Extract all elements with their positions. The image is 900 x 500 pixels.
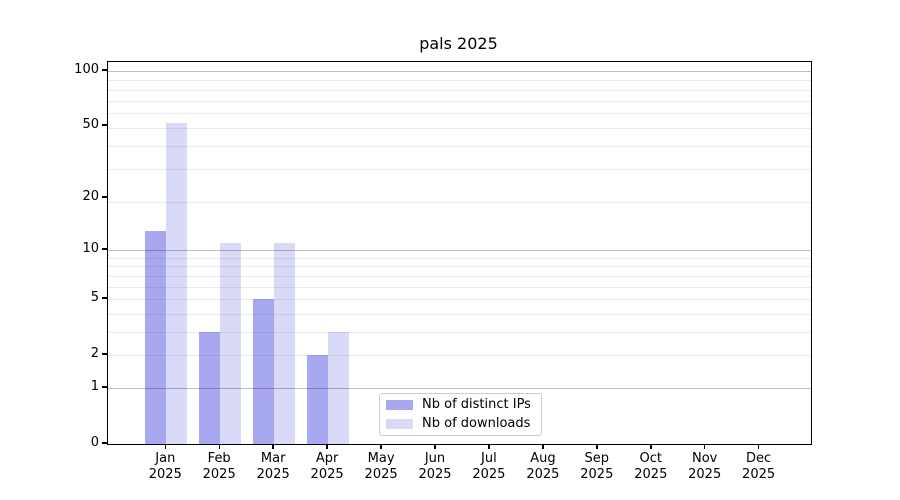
x-tick-mark bbox=[164, 444, 167, 449]
x-tick-mark bbox=[326, 444, 328, 449]
x-tick-mark bbox=[434, 444, 436, 449]
x-tick-label-nov: Nov 2025 bbox=[688, 451, 722, 482]
bar-downloads-feb bbox=[220, 243, 242, 444]
x-tick-mark bbox=[488, 444, 490, 449]
x-tick-label-jul: Jul 2025 bbox=[472, 451, 506, 482]
legend-swatch-distinct-ips bbox=[386, 400, 413, 410]
x-tick-label-jan: Jan 2025 bbox=[148, 451, 182, 482]
y-tick-label: 100 bbox=[74, 61, 99, 77]
x-tick-label-jun: Jun 2025 bbox=[418, 451, 452, 482]
minor-gridline bbox=[108, 331, 811, 333]
y-tick-mark bbox=[102, 353, 107, 355]
x-tick-mark bbox=[380, 444, 382, 449]
bar-downloads-apr bbox=[328, 331, 350, 444]
x-tick-label-mar: Mar 2025 bbox=[256, 451, 290, 482]
x-tick-label-aug: Aug 2025 bbox=[526, 451, 560, 482]
x-tick-label-sep: Sep 2025 bbox=[580, 451, 614, 482]
y-tick-label: 5 bbox=[90, 290, 99, 306]
minor-gridline bbox=[108, 169, 811, 170]
bar-distinct-ips-apr bbox=[307, 355, 329, 444]
y-tick-label: 0 bbox=[90, 435, 99, 450]
x-tick-label-feb: Feb 2025 bbox=[202, 451, 236, 482]
legend-item-distinct-ips: Nb of distinct IPs bbox=[386, 397, 541, 413]
minor-gridline bbox=[108, 257, 811, 259]
y-tick-mark bbox=[102, 196, 107, 198]
x-tick-label-may: May 2025 bbox=[364, 451, 398, 482]
minor-gridline bbox=[108, 299, 811, 301]
minor-gridline bbox=[108, 275, 811, 277]
major-gridline bbox=[108, 250, 811, 252]
legend-label-downloads: Nb of downloads bbox=[422, 416, 531, 431]
y-tick-mark bbox=[102, 248, 107, 250]
y-tick-label: 50 bbox=[82, 117, 99, 133]
bar-distinct-ips-mar bbox=[253, 299, 275, 444]
x-tick-mark bbox=[542, 444, 544, 449]
bar-downloads-mar bbox=[274, 243, 296, 444]
minor-gridline bbox=[108, 313, 811, 315]
x-tick-mark bbox=[703, 444, 706, 449]
x-tick-mark bbox=[757, 444, 760, 449]
major-gridline bbox=[108, 70, 811, 73]
x-tick-label-apr: Apr 2025 bbox=[310, 451, 344, 482]
x-tick-label-oct: Oct 2025 bbox=[634, 451, 668, 482]
legend-swatch-downloads bbox=[386, 419, 413, 429]
minor-gridline bbox=[108, 113, 811, 114]
bar-distinct-ips-feb bbox=[199, 331, 221, 444]
bar-distinct-ips-jan bbox=[145, 230, 167, 444]
minor-gridline bbox=[108, 100, 811, 102]
y-tick-label: 20 bbox=[82, 188, 99, 204]
y-tick-mark bbox=[102, 442, 107, 444]
x-tick-label-dec: Dec 2025 bbox=[742, 451, 776, 482]
chart-title: pals 2025 bbox=[419, 34, 498, 53]
y-tick-mark bbox=[102, 69, 107, 71]
major-gridline bbox=[108, 388, 811, 390]
legend-item-downloads: Nb of downloads bbox=[386, 416, 541, 432]
y-tick-mark bbox=[102, 297, 107, 299]
y-tick-label: 10 bbox=[82, 241, 99, 257]
minor-gridline bbox=[108, 266, 811, 268]
minor-gridline bbox=[108, 145, 811, 147]
x-tick-mark bbox=[650, 444, 652, 449]
minor-gridline bbox=[108, 80, 811, 82]
y-tick-mark bbox=[102, 386, 107, 388]
y-tick-mark bbox=[102, 124, 107, 126]
minor-gridline bbox=[108, 127, 811, 129]
y-tick-label: 1 bbox=[90, 379, 99, 394]
minor-gridline bbox=[108, 355, 811, 357]
minor-gridline bbox=[108, 201, 811, 203]
y-tick-label: 2 bbox=[90, 346, 99, 362]
bar-downloads-jan bbox=[166, 123, 188, 444]
legend-label-distinct-ips: Nb of distinct IPs bbox=[422, 397, 531, 412]
x-tick-mark bbox=[596, 444, 598, 449]
minor-gridline bbox=[108, 286, 811, 288]
minor-gridline bbox=[108, 89, 811, 91]
x-tick-mark bbox=[218, 444, 220, 449]
plot-area: Nb of distinct IPs Nb of downloads bbox=[107, 61, 812, 445]
legend: Nb of distinct IPs Nb of downloads bbox=[379, 393, 542, 436]
x-tick-mark bbox=[272, 444, 274, 449]
